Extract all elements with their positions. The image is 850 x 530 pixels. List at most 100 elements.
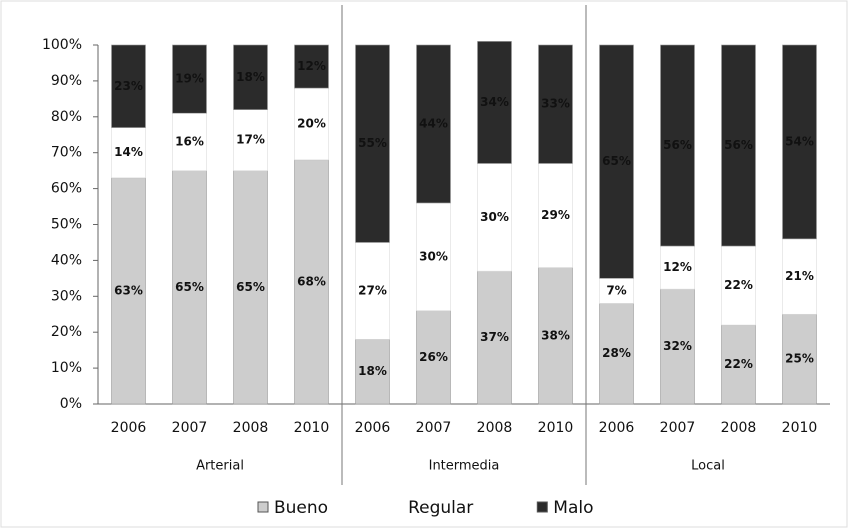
bar-segment [599, 44, 634, 279]
value-label: 19% [175, 72, 204, 86]
value-label: 26% [419, 350, 448, 364]
value-label: 17% [236, 133, 265, 147]
y-tick-label: 20% [51, 324, 82, 340]
value-label: 55% [358, 136, 387, 150]
value-label: 12% [663, 260, 692, 274]
value-label: 38% [541, 328, 570, 342]
value-label: 56% [663, 138, 692, 152]
value-label: 16% [175, 134, 204, 148]
value-label: 44% [419, 116, 448, 130]
bar-segment [172, 112, 207, 171]
bar-segment [477, 163, 512, 272]
bar-segment [294, 87, 329, 161]
legend-swatch [392, 502, 403, 512]
bar-segment [538, 267, 573, 405]
bar-segment [294, 159, 329, 405]
value-label: 21% [785, 269, 814, 283]
bar-segment [721, 324, 756, 405]
legend-label: Malo [553, 498, 593, 518]
bar-segment [416, 44, 451, 204]
bar-segment [660, 245, 695, 290]
bar-segment [660, 44, 695, 247]
bar-segment [721, 245, 756, 326]
bar-segment [355, 44, 390, 243]
bar-segment [355, 242, 390, 340]
x-tick-label: 2010 [782, 420, 818, 436]
value-label: 29% [541, 208, 570, 222]
x-tick-label: 2007 [660, 420, 696, 436]
value-label: 22% [724, 357, 753, 371]
bar-segment [233, 170, 268, 405]
value-label: 68% [297, 274, 326, 288]
y-tick-label: 70% [51, 145, 82, 161]
x-tick-label: 2007 [172, 420, 208, 436]
y-tick-label: 0% [60, 396, 82, 412]
bar-segment [233, 44, 268, 110]
x-tick-label: 2006 [599, 420, 635, 436]
y-tick-label: 60% [51, 181, 82, 197]
value-label: 28% [602, 346, 631, 360]
value-label: 30% [419, 249, 448, 263]
y-tick-label: 30% [51, 288, 82, 304]
value-label: 32% [663, 339, 692, 353]
value-label: 65% [236, 280, 265, 294]
legend-swatch [536, 501, 548, 513]
y-tick-label: 100% [42, 37, 82, 53]
bar-segment [538, 163, 573, 268]
bar-segment [111, 177, 146, 405]
bar-segment [172, 170, 207, 405]
bar-segment [294, 44, 329, 89]
x-tick-label: 2008 [721, 420, 757, 436]
x-tick-label: 2008 [233, 420, 269, 436]
bar-segment [355, 339, 390, 405]
value-label: 63% [114, 283, 143, 297]
bar-segment [660, 288, 695, 405]
legend-label: Bueno [274, 498, 328, 518]
value-label: 12% [297, 59, 326, 73]
x-tick-label: 2007 [416, 420, 452, 436]
value-label: 54% [785, 134, 814, 148]
y-tick-label: 40% [51, 252, 82, 268]
y-tick-label: 80% [51, 109, 82, 125]
x-tick-label: 2010 [538, 420, 574, 436]
bar-segment [477, 270, 512, 405]
value-label: 20% [297, 116, 326, 130]
value-label: 30% [480, 210, 509, 224]
value-label: 65% [175, 280, 204, 294]
bar-segment [538, 44, 573, 164]
bar-segment [477, 41, 512, 164]
bar-segment [782, 238, 817, 315]
bar-segment [111, 44, 146, 128]
y-tick-label: 10% [51, 360, 82, 376]
group-label: Arterial [196, 459, 244, 474]
value-label: 34% [480, 95, 509, 109]
value-label: 14% [114, 145, 143, 159]
y-tick-label: 90% [51, 73, 82, 89]
value-label: 7% [606, 283, 626, 297]
value-label: 27% [358, 283, 387, 297]
value-label: 33% [541, 97, 570, 111]
value-label: 25% [785, 352, 814, 366]
value-label: 56% [724, 138, 753, 152]
bar-segment [599, 278, 634, 304]
y-tick-label: 50% [51, 217, 82, 233]
legend-swatch [257, 501, 269, 513]
x-tick-label: 2008 [477, 420, 513, 436]
legend-label: Regular [408, 498, 473, 518]
value-label: 18% [358, 364, 387, 378]
group-label: Local [691, 459, 725, 474]
bar-segment [416, 202, 451, 311]
x-tick-label: 2006 [111, 420, 147, 436]
value-label: 37% [480, 330, 509, 344]
value-label: 65% [602, 154, 631, 168]
group-label: Intermedia [429, 459, 500, 474]
value-label: 18% [236, 70, 265, 84]
bar-segment [599, 303, 634, 405]
bar-segment [172, 44, 207, 114]
value-label: 22% [724, 278, 753, 292]
bar-segment [782, 44, 817, 240]
bar-segment [721, 44, 756, 247]
x-tick-label: 2006 [355, 420, 391, 436]
